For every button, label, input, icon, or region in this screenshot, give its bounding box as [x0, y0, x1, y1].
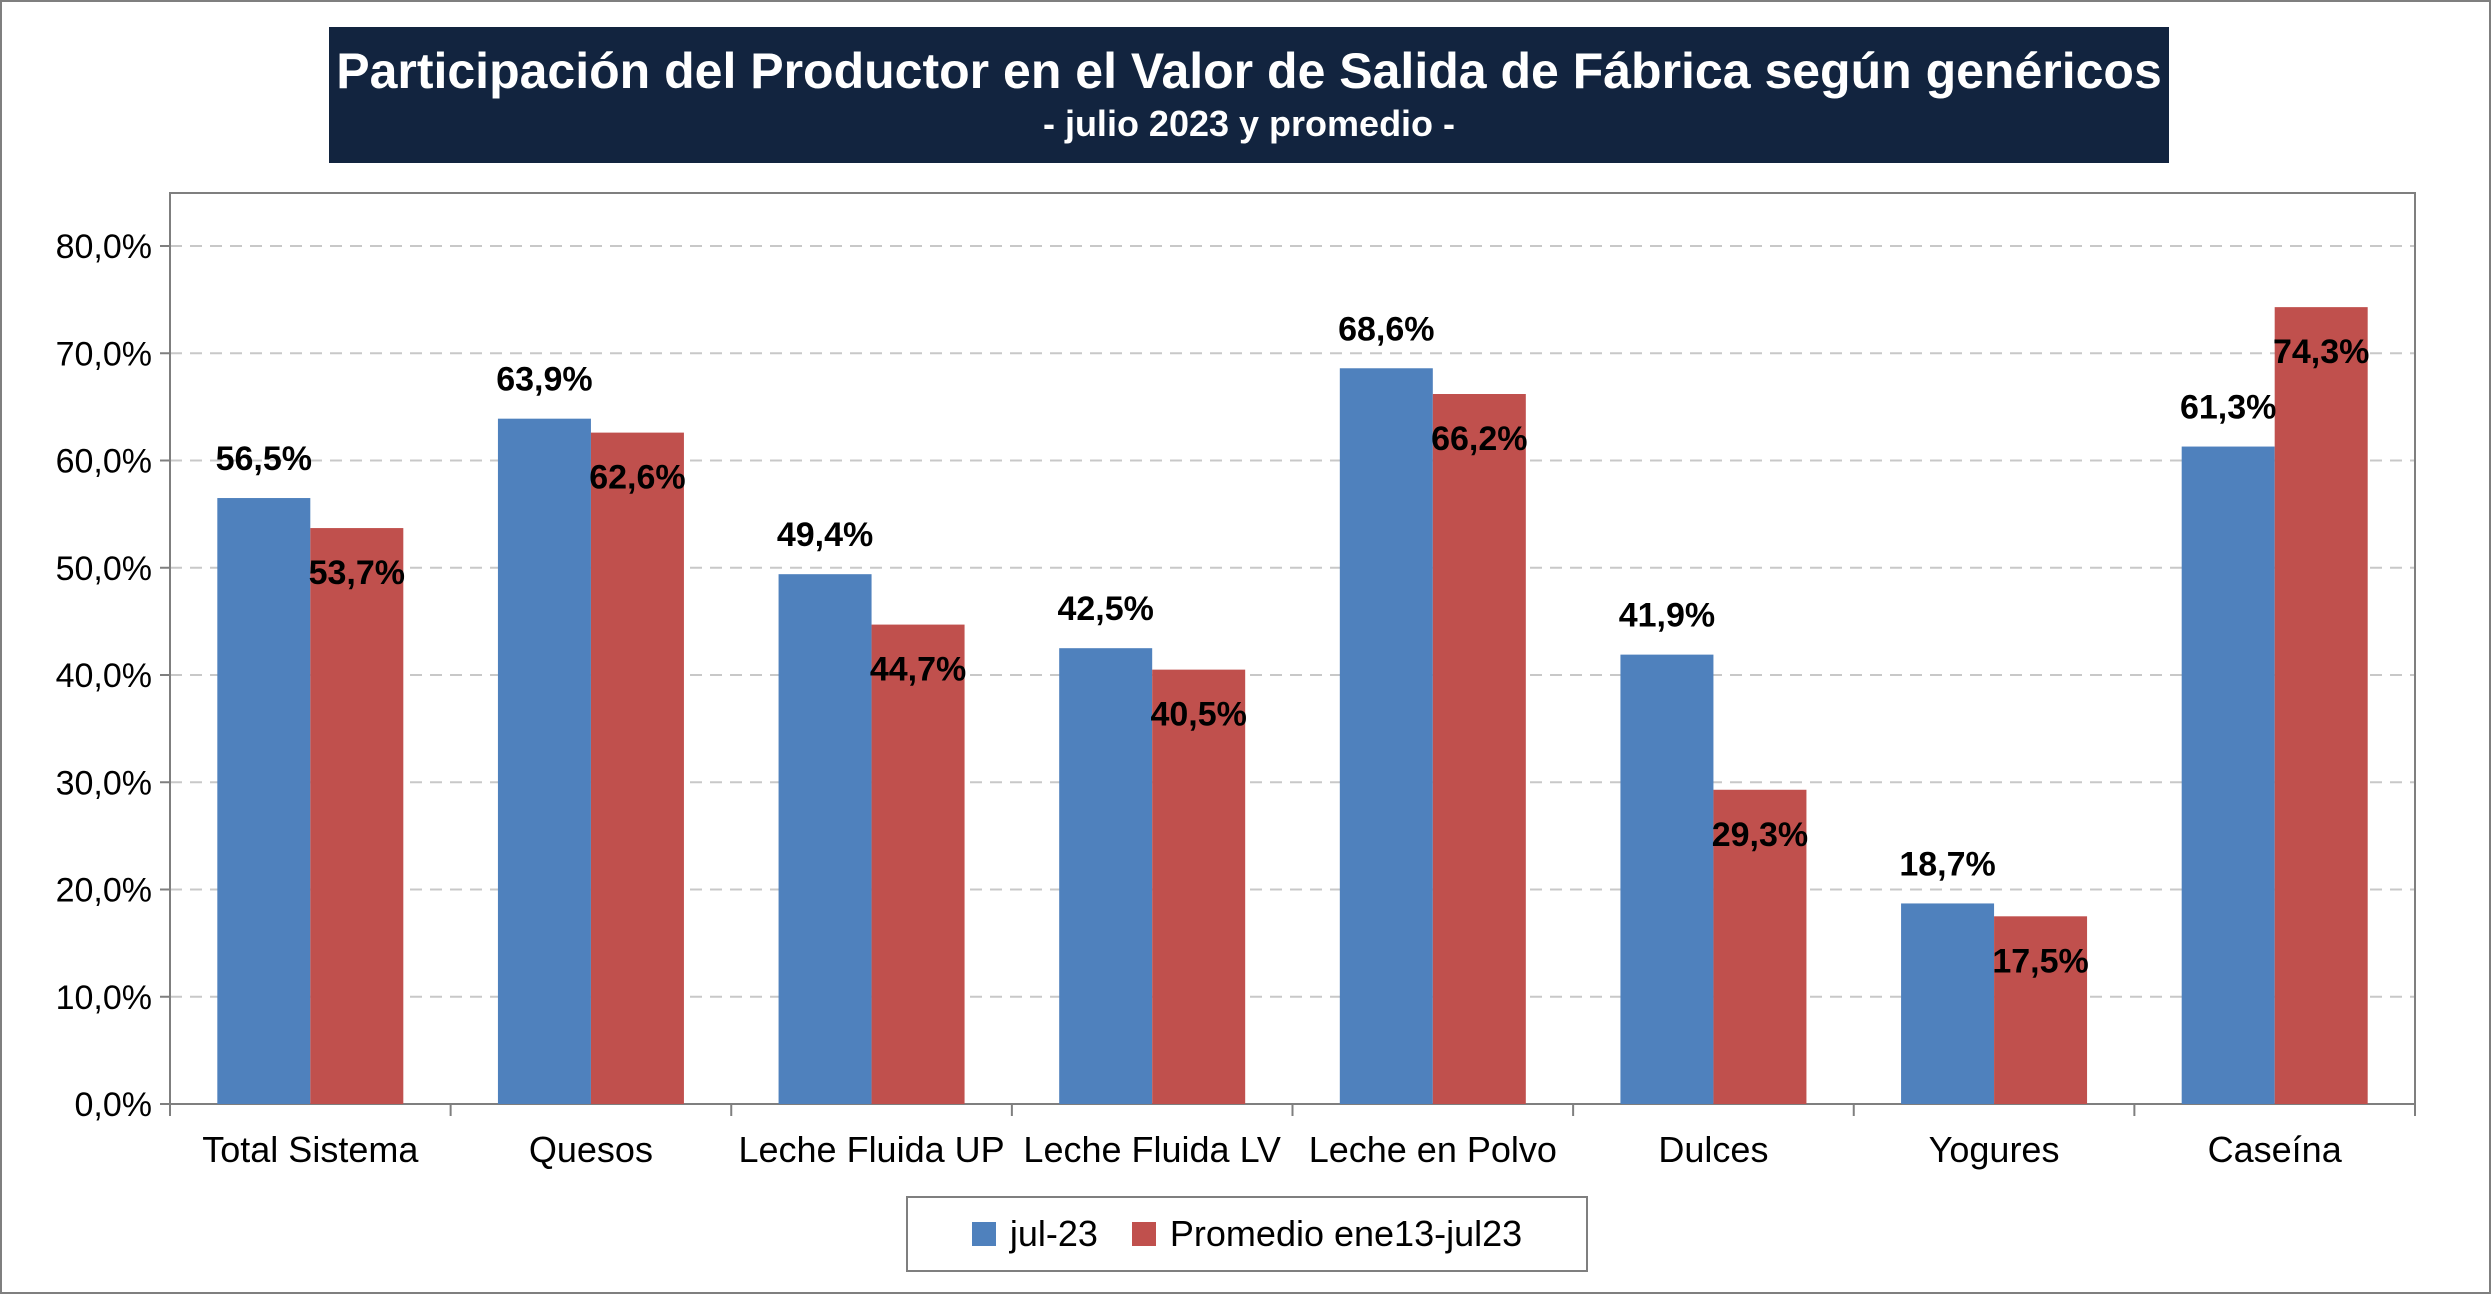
legend-label-series-2: Promedio ene13-jul23 — [1169, 1213, 1523, 1254]
data-label-series-1: 41,9% — [1619, 597, 1715, 635]
bar-series-1 — [2181, 446, 2275, 1104]
bars — [217, 307, 2368, 1105]
chart-subtitle: - julio 2023 y promedio - — [1042, 103, 1456, 144]
bar-series-2 — [2274, 307, 2368, 1104]
bar-series-2 — [310, 528, 404, 1104]
x-category-label: Leche Fluida LV — [1023, 1129, 1281, 1170]
bar-series-2 — [1432, 394, 1526, 1104]
data-label-series-2: 29,3% — [1712, 816, 1808, 854]
bar-series-1 — [217, 498, 311, 1105]
legend-label-series-1: jul-23 — [1009, 1213, 1098, 1254]
x-category-label: Yogures — [1929, 1129, 2060, 1170]
axes: 0,0% 10,0% 20,0% 30,0% 40,0% 50,0% 60,0% 70,0% 8… — [56, 192, 2416, 1170]
y-tick-label: 10,0% — [56, 979, 152, 1017]
y-tick-label: 50,0% — [56, 550, 152, 588]
bar-series-2 — [590, 432, 684, 1104]
y-tick-label: 70,0% — [56, 335, 152, 373]
data-label-series-2: 17,5% — [1992, 942, 2088, 980]
x-category-label: Dulces — [1658, 1129, 1768, 1170]
data-label-series-1: 68,6% — [1338, 310, 1434, 348]
bar-series-1 — [1620, 654, 1714, 1104]
x-category-label: Leche Fluida UP — [738, 1129, 1004, 1170]
x-category-label: Caseína — [2208, 1129, 2343, 1170]
data-label-series-2: 74,3% — [2273, 333, 2369, 371]
bar-series-1 — [1059, 648, 1153, 1104]
data-label-series-1: 56,5% — [216, 440, 312, 478]
bar-series-1 — [778, 574, 872, 1104]
bar-series-2 — [1152, 669, 1246, 1104]
legend-item-series-2: Promedio ene13-jul23 — [1131, 1213, 1523, 1255]
x-category-label: Leche en Polvo — [1309, 1129, 1557, 1170]
bar-series-2 — [1713, 789, 1807, 1104]
data-label-series-1: 49,4% — [777, 516, 873, 554]
bar-series-1 — [1901, 903, 1995, 1104]
y-tick-label: 30,0% — [56, 764, 152, 802]
data-label-series-2: 53,7% — [309, 554, 405, 592]
y-tick-label: 80,0% — [56, 228, 152, 266]
legend-swatch-series-1 — [971, 1222, 996, 1246]
legend: jul-23 Promedio ene13-jul23 — [906, 1196, 1588, 1272]
data-label-series-1: 42,5% — [1057, 590, 1153, 628]
data-label-series-2: 62,6% — [589, 459, 685, 497]
y-tick-label: 40,0% — [56, 657, 152, 695]
data-label-series-2: 40,5% — [1150, 696, 1246, 734]
data-label-series-2: 44,7% — [870, 651, 966, 689]
legend-swatch-series-2 — [1131, 1222, 1156, 1246]
data-label-series-2: 66,2% — [1431, 420, 1527, 458]
data-label-series-1: 61,3% — [2180, 389, 2276, 427]
bar-series-2 — [1994, 916, 2088, 1104]
data-label-series-1: 18,7% — [1899, 845, 1995, 883]
y-tick-label: 20,0% — [56, 872, 152, 910]
chart-title: Participación del Productor en el Valor … — [336, 43, 2162, 99]
title-banner: Participación del Productor en el Valor … — [329, 27, 2169, 163]
y-tick-label: 0,0% — [75, 1086, 153, 1124]
x-category-label: Quesos — [529, 1129, 653, 1170]
bar-series-1 — [1339, 368, 1433, 1104]
data-labels: 56,5% 53,7% 63,9% 62,6% 49,4% 44,7% 42,5% 40,5%… — [216, 310, 2370, 980]
bar-series-1 — [497, 418, 591, 1104]
data-label-series-1: 63,9% — [496, 361, 592, 399]
bar-series-2 — [871, 624, 965, 1104]
x-category-label: Total Sistema — [202, 1129, 419, 1170]
y-tick-label: 60,0% — [56, 443, 152, 481]
legend-item-series-1: jul-23 — [971, 1213, 1098, 1255]
